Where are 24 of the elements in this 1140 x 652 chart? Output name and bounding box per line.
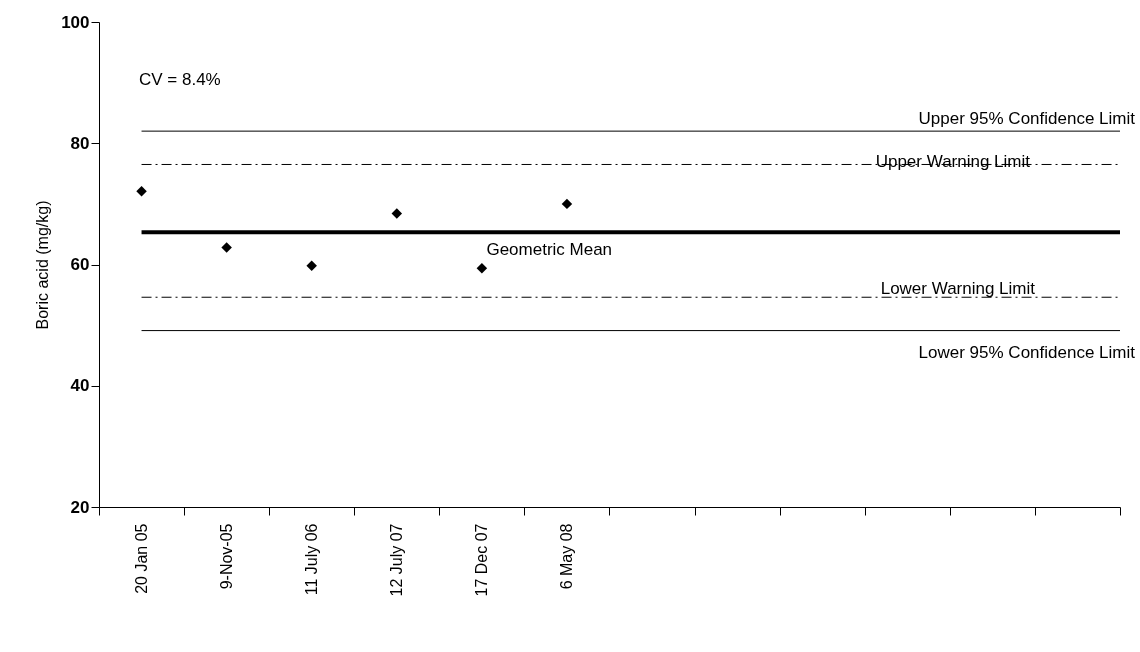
x-tick-label: 6 May 08	[558, 523, 576, 590]
x-tick-label: 17 Dec 07	[473, 523, 491, 597]
point	[561, 198, 573, 210]
y-tick-label: 100	[61, 12, 90, 32]
y-tick-label: 20	[70, 497, 90, 517]
point	[476, 262, 488, 274]
ref-line-label: Geometric Mean	[486, 240, 613, 260]
x-tick-label: 11 July 06	[303, 523, 321, 596]
y-tick-label: 80	[70, 133, 90, 153]
point	[306, 260, 317, 271]
point	[391, 208, 403, 219]
ref-line-label: Upper 95% Confidence Limit	[918, 109, 1136, 129]
x-tick-label: 20 Jan 05	[133, 523, 151, 594]
annotation: CV = 8.4%	[139, 70, 221, 89]
x-tick-label: 12 July 07	[388, 523, 406, 597]
y-axis-title: Boric acid (mg/kg)	[34, 200, 52, 330]
ref-line-label: Lower 95% Confidence Limit	[918, 342, 1136, 362]
y-tick-label: 40	[70, 376, 90, 396]
y-tick-label: 60	[70, 255, 90, 274]
x-tick-label: 9-Nov-05	[218, 523, 236, 590]
point	[221, 242, 232, 253]
ref-line-label: Upper Warning Limit	[875, 152, 1031, 172]
point	[136, 185, 147, 197]
ref-line-label: Lower Warning Limit	[880, 279, 1036, 299]
